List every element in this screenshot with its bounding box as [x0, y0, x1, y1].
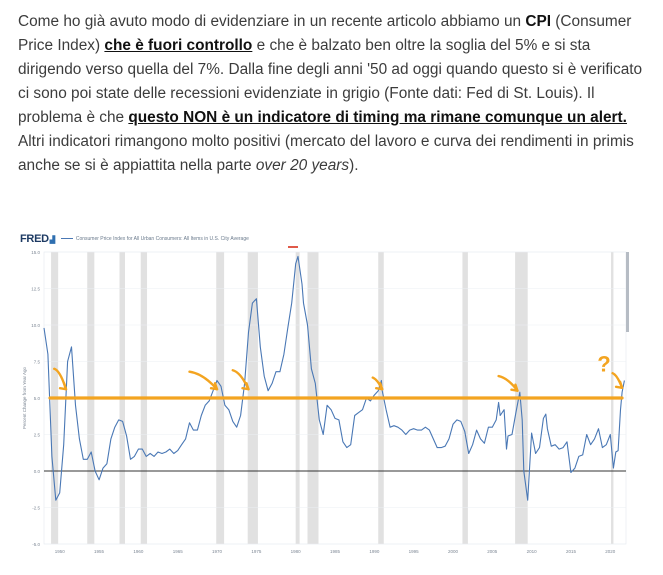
question-mark-annotation: ? [597, 352, 610, 377]
chart-scrollbar [626, 252, 629, 332]
y-tick-label: 12.5 [31, 287, 40, 292]
text-other-indicators: Altri indicatori rimangono molto positiv… [18, 133, 634, 174]
x-tick-label: 2010 [527, 549, 538, 554]
x-tick-label: 1980 [291, 549, 302, 554]
arrow-head-annotation [510, 383, 519, 392]
cpi-series-line [43, 255, 625, 501]
x-tick-label: 1970 [212, 549, 223, 554]
x-tick-label: 2000 [448, 549, 459, 554]
series-swatch [60, 238, 73, 240]
y-tick-label: 7.5 [34, 360, 41, 365]
chart-icon: ▟ [49, 237, 55, 244]
link-timing-alert[interactable]: questo NON è un indicatore di timing ma … [128, 109, 627, 126]
y-axis-label: Percent Change from Year Ago [22, 366, 27, 429]
arrow-head-annotation [241, 382, 250, 391]
top-marker [288, 246, 298, 248]
cpi-term: CPI [525, 13, 551, 30]
text-over-20-years: over 20 years [255, 157, 350, 174]
x-tick-label: 2015 [566, 549, 577, 554]
x-tick-label: 2005 [487, 549, 498, 554]
y-tick-label: 2.5 [34, 433, 41, 438]
x-tick-label: 1965 [173, 549, 184, 554]
text-closing: ). [349, 157, 359, 174]
link-fuori-controllo[interactable]: che è fuori controllo [104, 37, 253, 54]
arrow-head-annotation [58, 382, 68, 391]
arrow-head-annotation [374, 382, 384, 391]
series-title: Consumer Price Index for All Urban Consu… [75, 236, 249, 242]
cpi-line-chart: -5.0 -2.5 0.0 2.5 5.0 7.5 10.0 12.5 15.0 Percent … [22, 246, 629, 554]
arrow-head-annotation [209, 382, 219, 391]
fred-header: FRED▟ Consumer Price Index for All Urban… [18, 232, 630, 246]
y-tick-label: 15.0 [31, 250, 40, 255]
y-tick-label: 10.0 [31, 323, 40, 328]
y-tick-label: -5.0 [32, 542, 40, 547]
x-tick-label: 1950 [55, 549, 66, 554]
x-tick-label: 1985 [330, 549, 341, 554]
fred-logo: FRED▟ [20, 233, 55, 245]
text-cpi-expansion: (Consumer Price Index) [18, 13, 632, 54]
x-tick-label: 1990 [369, 549, 380, 554]
y-tick-label: 5.0 [34, 396, 41, 401]
series-legend: Consumer Price Index for All Urban Consu… [60, 236, 249, 242]
text-body: e che è balzato ben oltre la soglia del … [18, 37, 643, 126]
article-paragraph: Come ho già avuto modo di evidenziare in… [18, 10, 650, 178]
text-intro: Come ho già avuto modo di evidenziare in… [18, 13, 526, 30]
arrow-head-annotation [614, 380, 624, 389]
y-tick-label: 0.0 [34, 469, 41, 474]
x-tick-label: 1960 [133, 549, 144, 554]
y-tick-label: -2.5 [32, 506, 40, 511]
fred-chart-figure: FRED▟ Consumer Price Index for All Urban… [18, 232, 630, 560]
x-tick-label: 2020 [605, 549, 616, 554]
x-tick-label: 1995 [409, 549, 420, 554]
arrow-annotation [188, 370, 219, 391]
x-tick-label: 1955 [94, 549, 105, 554]
x-tick-label: 1975 [251, 549, 262, 554]
